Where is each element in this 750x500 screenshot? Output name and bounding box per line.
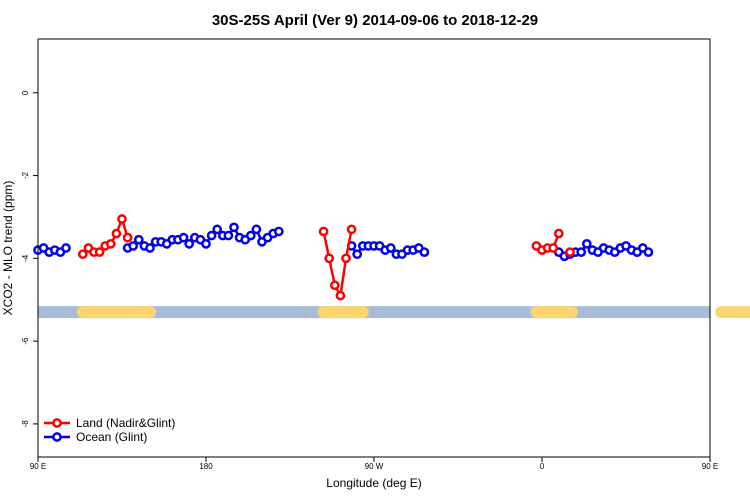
series-0-point-0-6 (111, 228, 122, 239)
series-0-point-1-4 (341, 253, 351, 264)
series-0-point-2-4 (553, 228, 564, 239)
series-1-point-1-19 (229, 222, 239, 233)
series-1-point-1-27 (273, 226, 284, 237)
series-1-point-1-23 (251, 224, 262, 235)
series-0-point-1-2 (329, 280, 340, 291)
series-1-point-1-11 (184, 239, 195, 249)
x-axis-label: Longitude (deg E) (326, 476, 421, 490)
x-tick-label-2: 90 W (365, 462, 384, 471)
series-0-point-0-8 (122, 232, 133, 243)
plot-frame (37, 38, 711, 458)
series-1-point-1-16 (212, 224, 223, 235)
legend-marker-1 (52, 432, 62, 442)
y-tick-label-1: -2 (21, 171, 30, 179)
legend-label-0: Land (Nadir&Glint) (76, 416, 175, 430)
legend-marker-0 (52, 418, 62, 428)
y-tick-label-3: -6 (21, 337, 30, 345)
series-0-point-1-0 (318, 226, 329, 237)
series-0-point-0-0 (77, 249, 88, 260)
y-axis-label: XCO2 - MLO trend (ppm) (1, 181, 15, 316)
series-1-point-1-18 (223, 230, 234, 241)
series-1-point-0-5 (61, 243, 71, 253)
series-1-point-1-15 (206, 230, 217, 241)
series-1-point-2-7 (385, 243, 396, 253)
series-1-point-4-14 (643, 247, 654, 257)
series-1-point-1-14 (201, 239, 211, 249)
series-1-point-4-2 (576, 247, 587, 257)
y-tick-label-4: -8 (21, 420, 30, 428)
series-1-point-2-1 (352, 249, 363, 260)
series-1-point-2-13 (419, 247, 430, 257)
series-0-point-2-3 (548, 243, 559, 253)
legend: Land (Nadir&Glint)Ocean (Glint) (44, 416, 175, 444)
x-tick-label-3: 0 (540, 462, 545, 471)
x-tick-label-1: 180 (199, 462, 213, 471)
x-tick-label-0: 90 E (30, 462, 46, 471)
series-1-point-1-4 (145, 243, 155, 253)
series-1-point-1-22 (245, 230, 256, 241)
y-tick-label-0: 0 (21, 90, 30, 95)
x-tick-label-4: 90 E (702, 462, 718, 471)
series-0-point-1-3 (335, 290, 346, 301)
series-0-point-0-5 (105, 239, 116, 249)
series-0-point-1-5 (346, 224, 357, 235)
series-0-point-0-7 (117, 214, 127, 224)
series-0-point-3-0 (565, 247, 575, 257)
series-0-point-1-1 (324, 253, 335, 264)
series-0-point-0-3 (94, 247, 105, 257)
legend-label-1: Ocean (Glint) (76, 430, 147, 444)
chart-title: 30S-25S April (Ver 9) 2014-09-06 to 2018… (212, 12, 538, 29)
series-1-point-1-1 (128, 241, 139, 251)
series-1-point-1-10 (178, 232, 189, 243)
series-1-point-4-3 (581, 239, 592, 249)
series-1-point-1-2 (133, 234, 144, 245)
y-tick-label-2: -4 (21, 254, 30, 262)
